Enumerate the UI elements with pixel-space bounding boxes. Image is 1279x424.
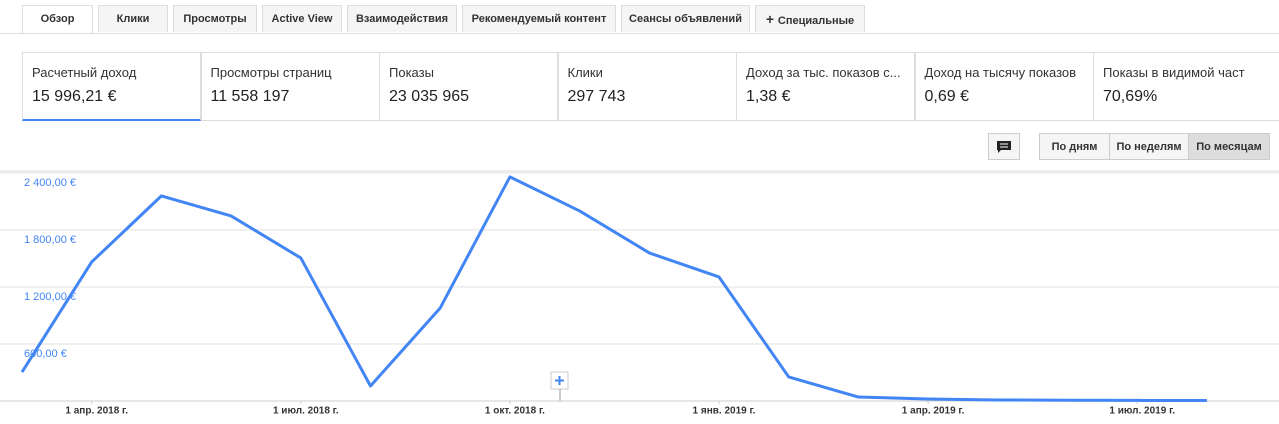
metric-value: 23 035 965 xyxy=(389,88,470,105)
tab[interactable]: Active View xyxy=(262,5,342,32)
y-tick-label: 1 200,00 € xyxy=(24,291,76,303)
metric-label: Показы xyxy=(389,65,434,80)
tab-label: Специальные xyxy=(777,15,855,27)
metric-label: Доход на тысячу показов xyxy=(924,65,1077,80)
tab[interactable]: + Специальные xyxy=(755,5,865,32)
period-button[interactable]: По месяцам xyxy=(1188,133,1270,160)
metric-label: Расчетный доход xyxy=(32,65,137,80)
tab-label: Взаимодействия xyxy=(355,13,449,25)
add-note-icon xyxy=(555,376,564,385)
metric-card[interactable]: Доход на тысячу показов 0,69 € xyxy=(914,52,1094,121)
x-tick-label: 1 апр. 2018 г. xyxy=(65,406,128,417)
x-tick-label: 1 июл. 2018 г. xyxy=(273,406,339,417)
metric-value: 297 743 xyxy=(567,88,626,105)
metric-card[interactable]: Просмотры страниц 11 558 197 xyxy=(200,52,380,121)
x-tick-label: 1 июл. 2019 г. xyxy=(1109,406,1175,417)
metric-label: Клики xyxy=(567,65,603,80)
tab-label: Active View xyxy=(271,13,333,25)
annotation-button[interactable] xyxy=(988,133,1020,160)
tab-label: Обзор xyxy=(40,13,75,25)
period-button[interactable]: По дням xyxy=(1039,133,1110,160)
metric-label: Доход за тыс. показов с... xyxy=(746,65,901,80)
tab[interactable]: Обзор xyxy=(22,5,93,34)
tab[interactable]: Взаимодействия xyxy=(347,5,457,32)
metric-card[interactable]: Клики 297 743 xyxy=(557,52,737,121)
tab-divider xyxy=(0,33,1279,34)
x-tick-label: 1 апр. 2019 г. xyxy=(902,406,965,417)
metric-value: 11 558 197 xyxy=(210,88,290,105)
metric-label: Показы в видимой част xyxy=(1103,65,1245,80)
period-button[interactable]: По неделям xyxy=(1109,133,1189,160)
metric-label: Просмотры страниц xyxy=(210,65,332,80)
metric-card[interactable]: Доход за тыс. показов с... 1,38 € xyxy=(736,52,915,121)
series-line xyxy=(20,175,1207,403)
tab[interactable]: Сеансы объявлений xyxy=(621,5,750,32)
x-tick-label: 1 окт. 2018 г. xyxy=(485,406,545,417)
plus-icon: + xyxy=(765,11,778,27)
y-tick-label: 2 400,00 € xyxy=(24,177,76,189)
tab-label: Сеансы объявлений xyxy=(629,13,742,25)
metric-card[interactable]: Показы 23 035 965 xyxy=(379,52,558,121)
tab[interactable]: Просмотры xyxy=(173,5,257,32)
comment-icon xyxy=(997,141,1011,153)
metric-value: 15 996,21 € xyxy=(32,88,117,105)
metric-card[interactable]: Расчетный доход 15 996,21 € xyxy=(22,52,201,121)
metric-card[interactable]: Показы в видимой част 70,69% xyxy=(1093,52,1279,121)
tab[interactable]: Рекомендуемый контент xyxy=(462,5,616,32)
tab[interactable]: Клики xyxy=(98,5,168,32)
tab-label: Просмотры xyxy=(183,13,247,25)
metric-value: 70,69% xyxy=(1103,88,1158,105)
metric-value: 0,69 € xyxy=(924,88,969,105)
tab-label: Рекомендуемый контент xyxy=(471,13,607,25)
y-tick-label: 1 800,00 € xyxy=(24,234,76,246)
metric-value: 1,38 € xyxy=(746,88,791,105)
x-tick-label: 1 янв. 2019 г. xyxy=(693,406,756,417)
chart: 600,00 €1 200,00 €1 800,00 €2 400,00 €1 … xyxy=(0,170,1279,417)
tab-label: Клики xyxy=(116,13,150,25)
